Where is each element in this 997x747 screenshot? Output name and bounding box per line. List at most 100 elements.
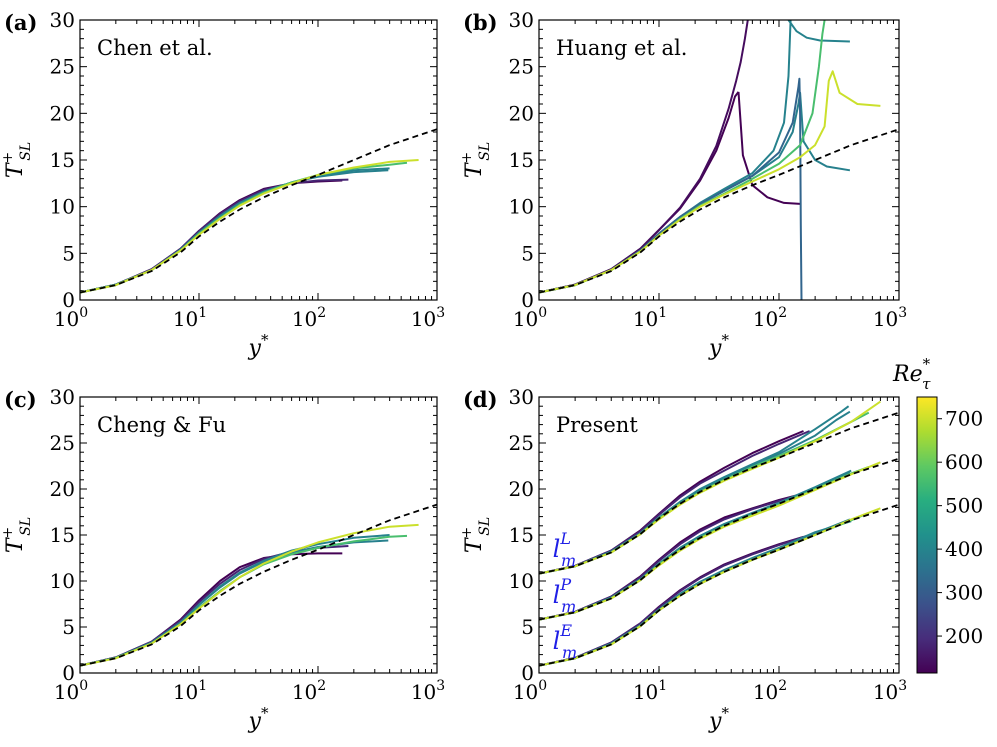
- panel-0: 0 5 10 15 20 25 30 100 101 102 103 y* T+ SL (a) Chen et…: [0, 8, 445, 361]
- y-tick-label: 30: [50, 385, 75, 409]
- series-line: [539, 20, 792, 294]
- panel-label: (a): [4, 10, 37, 35]
- colorbar: 200 300 400 500 600 700 Re* τ: [892, 355, 983, 674]
- y-tick-label: 20: [50, 101, 75, 125]
- y-tick-label: 30: [509, 385, 534, 409]
- series-line: [80, 179, 343, 294]
- y-tick-label: 25: [509, 55, 534, 79]
- y-tick-label: 20: [509, 477, 534, 501]
- axes-frame: [538, 19, 900, 301]
- y-tick-label: 30: [509, 8, 534, 32]
- y-tick-label: 15: [50, 523, 75, 547]
- y-tick-label: 5: [521, 615, 534, 639]
- colorbar-tick-label: 200: [945, 624, 983, 648]
- panel-2: 0 5 10 15 20 25 30 100 101 102 103 y* T+ SL (c) Cheng &…: [0, 385, 445, 734]
- colorbar-gradient: [916, 396, 938, 674]
- series-line: [787, 20, 850, 43]
- colorbar-tick-label: 400: [945, 537, 983, 561]
- y-tick-label: 5: [521, 241, 534, 265]
- panel-label: (d): [463, 387, 498, 412]
- colorbar-tick-label: 600: [945, 450, 983, 474]
- x-tick-label: 102: [753, 678, 787, 704]
- series-line: [80, 159, 419, 294]
- x-tick-label: 103: [873, 305, 907, 331]
- panel-title: Chen et al.: [97, 36, 213, 60]
- axis-ticks: [79, 19, 437, 301]
- x-tick-label: 103: [411, 678, 445, 704]
- axes-frame: [79, 19, 438, 301]
- series-line: [80, 545, 349, 667]
- y-tick-label: 10: [50, 569, 75, 593]
- reference-dashed-line: [80, 503, 437, 667]
- y-tick-label: 20: [509, 101, 534, 125]
- x-tick-label: 102: [292, 305, 326, 331]
- curve-label: lE m: [553, 621, 578, 662]
- y-tick-label: 10: [509, 195, 534, 219]
- series-line: [80, 169, 389, 294]
- reference-dashed-line: [539, 503, 899, 667]
- series-line: [80, 178, 349, 294]
- y-tick-label: 10: [509, 569, 534, 593]
- series-line: [80, 161, 408, 294]
- colorbar-label: Re* τ: [892, 355, 931, 393]
- series-line: [539, 91, 851, 294]
- panel-1: 0 5 10 15 20 25 30 100 101 102 103 y* T+ SL (b) Huang e…: [459, 8, 907, 361]
- colorbar-tick-label: 500: [945, 494, 983, 518]
- y-axis-label: T+ SL: [459, 142, 493, 178]
- reference-dashed-line: [80, 128, 437, 294]
- y-tick-label: 15: [509, 523, 534, 547]
- panel-title: Huang et al.: [556, 36, 687, 60]
- axes-frame: [538, 396, 900, 674]
- x-tick-label: 103: [411, 305, 445, 331]
- y-tick-label: 0: [62, 288, 75, 312]
- series-line: [539, 20, 749, 294]
- axis-ticks: [538, 19, 899, 301]
- series-line: [80, 539, 389, 667]
- series-line: [737, 91, 801, 205]
- x-axis-label: y*: [708, 704, 729, 734]
- y-tick-label: 15: [50, 148, 75, 172]
- x-tick-label: 101: [633, 678, 667, 704]
- x-axis-label: y*: [248, 331, 269, 361]
- colorbar-tick-label: 700: [945, 407, 983, 431]
- y-tick-label: 15: [509, 148, 534, 172]
- series-line: [539, 520, 852, 667]
- series-line: [80, 167, 390, 294]
- series-line: [539, 70, 881, 294]
- x-axis-label: y*: [248, 704, 269, 734]
- x-tick-label: 100: [54, 305, 88, 331]
- axis-ticks: [79, 396, 437, 674]
- curve-label: lL m: [553, 529, 576, 570]
- panel-label: (c): [4, 387, 37, 412]
- y-axis-label: T+ SL: [0, 517, 34, 553]
- series-line: [80, 552, 343, 667]
- y-tick-label: 5: [62, 241, 75, 265]
- y-tick-label: 10: [50, 195, 75, 219]
- y-tick-label: 0: [521, 288, 534, 312]
- curve-label: lP m: [553, 575, 577, 616]
- series-line: [80, 523, 419, 667]
- x-tick-label: 100: [513, 678, 547, 704]
- x-tick-label: 102: [753, 305, 787, 331]
- panel-title: Cheng & Fu: [97, 413, 226, 437]
- x-tick-label: 100: [513, 305, 547, 331]
- reference-dashed-line: [539, 128, 899, 294]
- reference-dashed-line: [539, 457, 899, 621]
- y-tick-label: 25: [50, 431, 75, 455]
- x-tick-label: 102: [292, 678, 326, 704]
- x-tick-label: 101: [173, 678, 207, 704]
- x-axis-label: y*: [708, 331, 729, 361]
- y-axis-label: T+ SL: [459, 517, 493, 553]
- y-tick-label: 30: [50, 8, 75, 32]
- series-line: [539, 20, 826, 294]
- axes-frame: [79, 396, 438, 674]
- series-line: [80, 534, 408, 667]
- y-tick-label: 0: [521, 661, 534, 685]
- x-tick-label: 100: [54, 678, 88, 704]
- x-tick-label: 103: [873, 678, 907, 704]
- y-tick-label: 5: [62, 615, 75, 639]
- x-tick-label: 101: [173, 305, 207, 331]
- y-tick-label: 25: [50, 55, 75, 79]
- panel-title: Present: [556, 413, 638, 437]
